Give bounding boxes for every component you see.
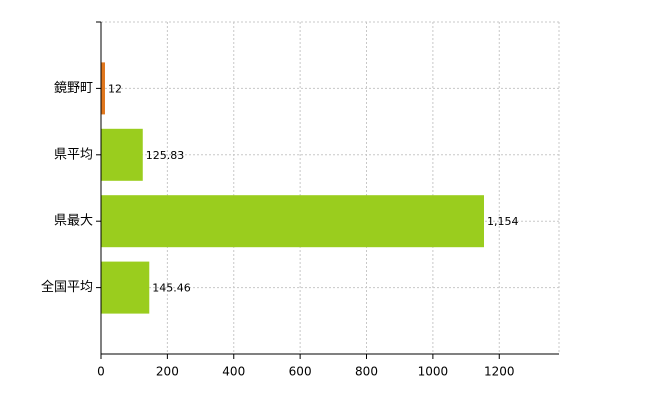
- x-tick-label: 1000: [418, 365, 449, 379]
- x-tick-label: 0: [97, 365, 105, 379]
- x-tick-label: 200: [156, 365, 179, 379]
- x-tick-label: 400: [222, 365, 245, 379]
- bar: [101, 62, 105, 115]
- bar: [101, 128, 143, 181]
- y-tick-label: 県最大: [54, 214, 93, 229]
- value-label: 145.46: [152, 282, 191, 295]
- value-label: 12: [108, 82, 122, 95]
- y-tick-label: 鏡野町: [54, 81, 93, 96]
- y-tick-label: 県平均: [54, 147, 93, 162]
- bar: [101, 261, 150, 314]
- x-tick-label: 1200: [484, 365, 515, 379]
- bar: [101, 195, 484, 248]
- x-tick-label: 800: [355, 365, 378, 379]
- y-tick-label: 全国平均: [41, 279, 93, 295]
- value-label: 1,154: [487, 215, 519, 228]
- x-tick-label: 600: [289, 365, 312, 379]
- value-label: 125.83: [146, 149, 185, 162]
